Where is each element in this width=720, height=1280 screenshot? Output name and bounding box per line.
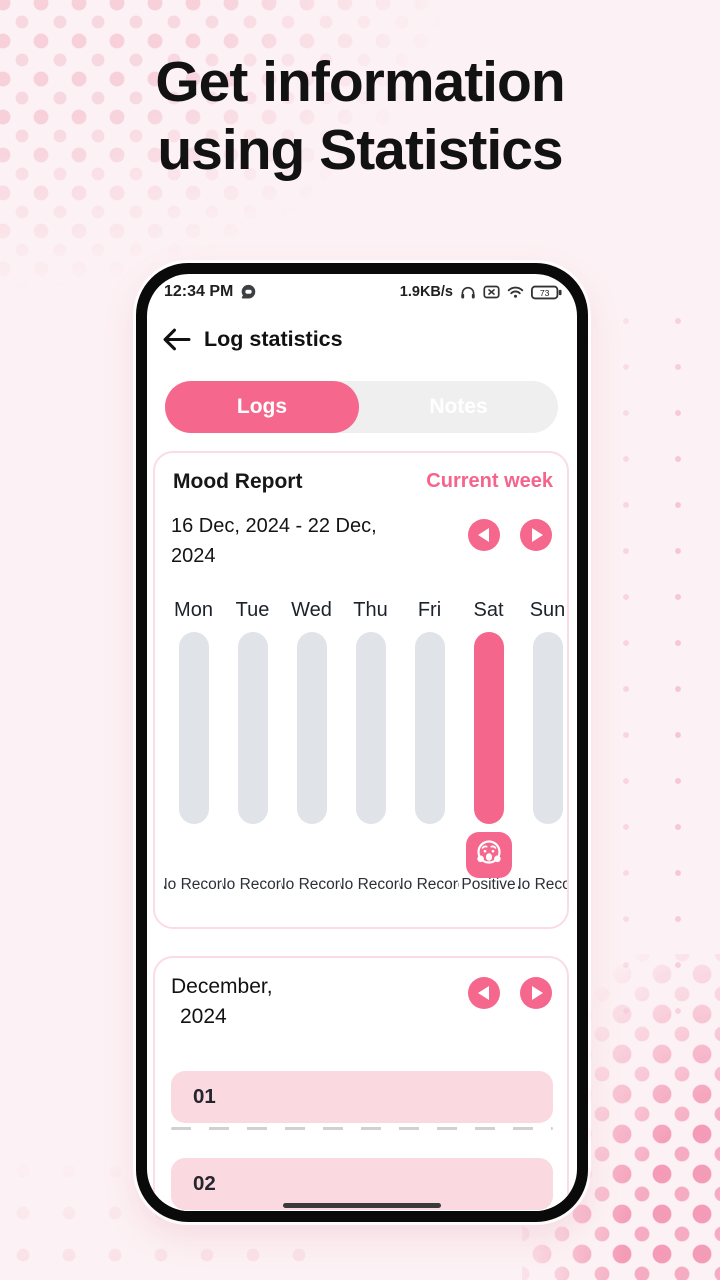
battery-percent: 73: [540, 287, 550, 297]
mood-value-label: Positive: [461, 876, 516, 893]
halftone-dots-right-edge: [590, 290, 720, 1030]
tab-logs[interactable]: Logs: [165, 381, 359, 433]
mood-week-chart: Mon No Record Tue No Record Wed No Recor…: [164, 599, 567, 909]
day-label: Wed: [291, 599, 332, 621]
mood-report-card: Mood Report Current week 16 Dec, 2024 - …: [153, 451, 569, 929]
mood-value-label: No Record: [400, 876, 459, 893]
mood-bar-highlighted: [473, 632, 504, 824]
mood-value-label: No Record: [164, 876, 223, 893]
day-label: Tue: [235, 599, 270, 621]
prev-week-button[interactable]: [468, 519, 500, 551]
mood-card-title: Mood Report: [173, 470, 303, 493]
chart-column-tue: Tue No Record: [223, 599, 282, 893]
mood-value-label: No Record: [282, 876, 341, 893]
tab-bar: Logs Notes: [165, 381, 558, 433]
day-label: Mon: [174, 599, 213, 621]
chevron-left-icon: [477, 986, 489, 1000]
day-label: Fri: [417, 599, 442, 621]
day-label: Sat: [473, 599, 504, 621]
chevron-right-icon: [531, 986, 543, 1000]
chevron-left-icon: [477, 528, 489, 542]
tab-notes[interactable]: Notes: [429, 395, 488, 418]
mood-bar: [414, 632, 445, 824]
next-week-button[interactable]: [520, 519, 552, 551]
chart-column-thu: Thu No Record: [341, 599, 400, 893]
mood-bar: [532, 632, 563, 824]
day-log-row-01[interactable]: 01: [171, 1071, 553, 1123]
date-range-label: 16 Dec, 2024 - 22 Dec, 2024: [171, 515, 377, 567]
period-selector[interactable]: Current week: [426, 470, 553, 492]
clock: 12:34 PM: [164, 283, 234, 300]
mood-emoji-badge: [465, 832, 512, 878]
chart-column-fri: Fri No Record: [400, 599, 459, 893]
month-label: December, 2024: [171, 972, 273, 1032]
headphones-icon: [460, 285, 476, 300]
mood-bar: [237, 632, 268, 824]
chart-column-mon: Mon No Record: [164, 599, 223, 893]
month-log-card: December, 2024 01 02: [153, 956, 569, 1211]
battery-icon: 73: [531, 285, 562, 300]
chevron-right-icon: [531, 528, 543, 542]
chart-column-sat: Sat: [459, 599, 518, 893]
prev-month-button[interactable]: [468, 977, 500, 1009]
network-speed: 1.9KB/s: [399, 284, 453, 300]
mood-value-label: No Record: [341, 876, 400, 893]
mood-bar: [178, 632, 209, 824]
day-label: Thu: [353, 599, 388, 621]
chart-column-sun: Sun No Record: [518, 599, 567, 893]
home-indicator[interactable]: [283, 1203, 441, 1208]
day-log-row-02[interactable]: 02: [171, 1158, 553, 1210]
status-bar-left: 12:34 PM: [164, 283, 257, 301]
page-title: Get information using Statistics: [0, 48, 720, 184]
chart-column-wed: Wed No Record: [282, 599, 341, 893]
chat-bubble-icon: [240, 284, 257, 301]
day-label: Sun: [529, 599, 566, 621]
sim-missing-icon: [483, 285, 500, 299]
month-label-line2: 2024: [180, 1005, 227, 1028]
app-header: Log statistics: [162, 327, 343, 352]
mood-bar: [355, 632, 386, 824]
mood-value-label: No Record: [518, 876, 567, 893]
page-title-line1: Get information: [155, 50, 565, 114]
page-title-line2: using Statistics: [157, 118, 563, 182]
phone-mockup: 12:34 PM 1.9KB/s: [136, 263, 588, 1222]
row-divider-dashes: [171, 1127, 553, 1130]
status-bar-right: 1.9KB/s 73: [400, 284, 562, 300]
mood-value-label: No Record: [223, 876, 282, 893]
month-label-line1: December,: [171, 975, 273, 998]
wifi-icon: [507, 285, 524, 299]
shocked-face-emoji: [473, 837, 505, 874]
phone-screen: 12:34 PM 1.9KB/s: [147, 274, 577, 1211]
status-bar: 12:34 PM 1.9KB/s: [164, 281, 562, 303]
mood-bar: [296, 632, 327, 824]
arrow-left-icon[interactable]: [162, 327, 191, 352]
screen-title: Log statistics: [204, 327, 343, 351]
next-month-button[interactable]: [520, 977, 552, 1009]
